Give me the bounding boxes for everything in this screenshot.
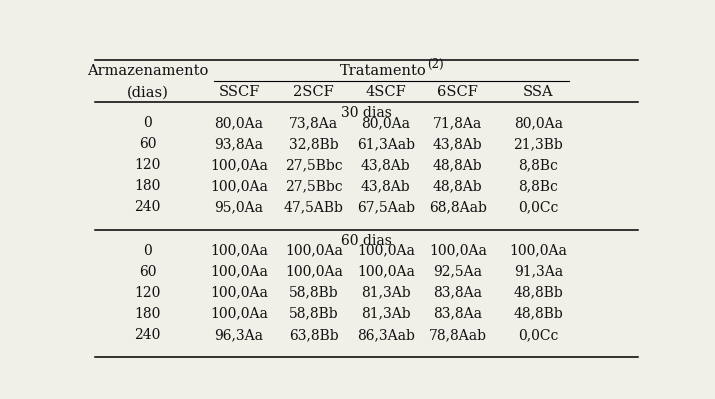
- Text: 100,0Aa: 100,0Aa: [210, 180, 268, 194]
- Text: 100,0Aa: 100,0Aa: [210, 286, 268, 300]
- Text: 2SCF: 2SCF: [293, 85, 334, 99]
- Text: 80,0Aa: 80,0Aa: [214, 116, 264, 130]
- Text: 43,8Ab: 43,8Ab: [361, 180, 410, 194]
- Text: 81,3Ab: 81,3Ab: [361, 286, 410, 300]
- Text: 80,0Aa: 80,0Aa: [361, 116, 410, 130]
- Text: 61,3Aab: 61,3Aab: [357, 137, 415, 151]
- Text: 100,0Aa: 100,0Aa: [357, 265, 415, 279]
- Text: 60: 60: [139, 265, 157, 279]
- Text: 30 dias: 30 dias: [341, 106, 392, 120]
- Text: 180: 180: [134, 307, 161, 321]
- Text: 100,0Aa: 100,0Aa: [210, 307, 268, 321]
- Text: 0: 0: [143, 116, 152, 130]
- Text: 120: 120: [134, 286, 161, 300]
- Text: (2): (2): [428, 58, 444, 71]
- Text: 100,0Aa: 100,0Aa: [210, 158, 268, 172]
- Text: 8,8Bc: 8,8Bc: [518, 158, 558, 172]
- Text: 95,0Aa: 95,0Aa: [214, 200, 264, 215]
- Text: (dias): (dias): [127, 85, 169, 99]
- Text: 27,5Bbc: 27,5Bbc: [285, 180, 342, 194]
- Text: 92,5Aa: 92,5Aa: [433, 265, 483, 279]
- Text: 73,8Aa: 73,8Aa: [290, 116, 338, 130]
- Text: 60 dias: 60 dias: [341, 233, 392, 247]
- Text: 100,0Aa: 100,0Aa: [357, 244, 415, 258]
- Text: 21,3Bb: 21,3Bb: [513, 137, 563, 151]
- Text: 180: 180: [134, 180, 161, 194]
- Text: 91,3Aa: 91,3Aa: [513, 265, 563, 279]
- Text: 43,8Ab: 43,8Ab: [361, 158, 410, 172]
- Text: SSCF: SSCF: [218, 85, 260, 99]
- Text: 81,3Ab: 81,3Ab: [361, 307, 410, 321]
- Text: 0,0Cc: 0,0Cc: [518, 328, 558, 342]
- Text: 86,3Aab: 86,3Aab: [357, 328, 415, 342]
- Text: 68,8Aab: 68,8Aab: [429, 200, 487, 215]
- Text: 48,8Bb: 48,8Bb: [513, 307, 563, 321]
- Text: 71,8Aa: 71,8Aa: [433, 116, 483, 130]
- Text: 48,8Ab: 48,8Ab: [433, 158, 483, 172]
- Text: 63,8Bb: 63,8Bb: [289, 328, 339, 342]
- Text: 60: 60: [139, 137, 157, 151]
- Text: 100,0Aa: 100,0Aa: [429, 244, 487, 258]
- Text: 120: 120: [134, 158, 161, 172]
- Text: 96,3Aa: 96,3Aa: [214, 328, 264, 342]
- Text: 4SCF: 4SCF: [365, 85, 406, 99]
- Text: 43,8Ab: 43,8Ab: [433, 137, 483, 151]
- Text: 100,0Aa: 100,0Aa: [210, 244, 268, 258]
- Text: 100,0Aa: 100,0Aa: [285, 244, 342, 258]
- Text: 0,0Cc: 0,0Cc: [518, 200, 558, 215]
- Text: 100,0Aa: 100,0Aa: [285, 265, 342, 279]
- Text: 58,8Bb: 58,8Bb: [289, 307, 339, 321]
- Text: 240: 240: [134, 328, 161, 342]
- Text: 80,0Aa: 80,0Aa: [513, 116, 563, 130]
- Text: 32,8Bb: 32,8Bb: [289, 137, 339, 151]
- Text: 100,0Aa: 100,0Aa: [509, 244, 567, 258]
- Text: 83,8Aa: 83,8Aa: [433, 307, 483, 321]
- Text: 58,8Bb: 58,8Bb: [289, 286, 339, 300]
- Text: 67,5Aab: 67,5Aab: [357, 200, 415, 215]
- Text: 83,8Aa: 83,8Aa: [433, 286, 483, 300]
- Text: 8,8Bc: 8,8Bc: [518, 180, 558, 194]
- Text: 27,5Bbc: 27,5Bbc: [285, 158, 342, 172]
- Text: 100,0Aa: 100,0Aa: [210, 265, 268, 279]
- Text: 240: 240: [134, 200, 161, 215]
- Text: SSA: SSA: [523, 85, 553, 99]
- Text: 78,8Aab: 78,8Aab: [429, 328, 487, 342]
- Text: Tratamento: Tratamento: [340, 64, 426, 78]
- Text: Armazenamento: Armazenamento: [87, 64, 208, 78]
- Text: 47,5ABb: 47,5ABb: [284, 200, 344, 215]
- Text: 6SCF: 6SCF: [438, 85, 478, 99]
- Text: 48,8Bb: 48,8Bb: [513, 286, 563, 300]
- Text: 0: 0: [143, 244, 152, 258]
- Text: 48,8Ab: 48,8Ab: [433, 180, 483, 194]
- Text: 93,8Aa: 93,8Aa: [214, 137, 264, 151]
